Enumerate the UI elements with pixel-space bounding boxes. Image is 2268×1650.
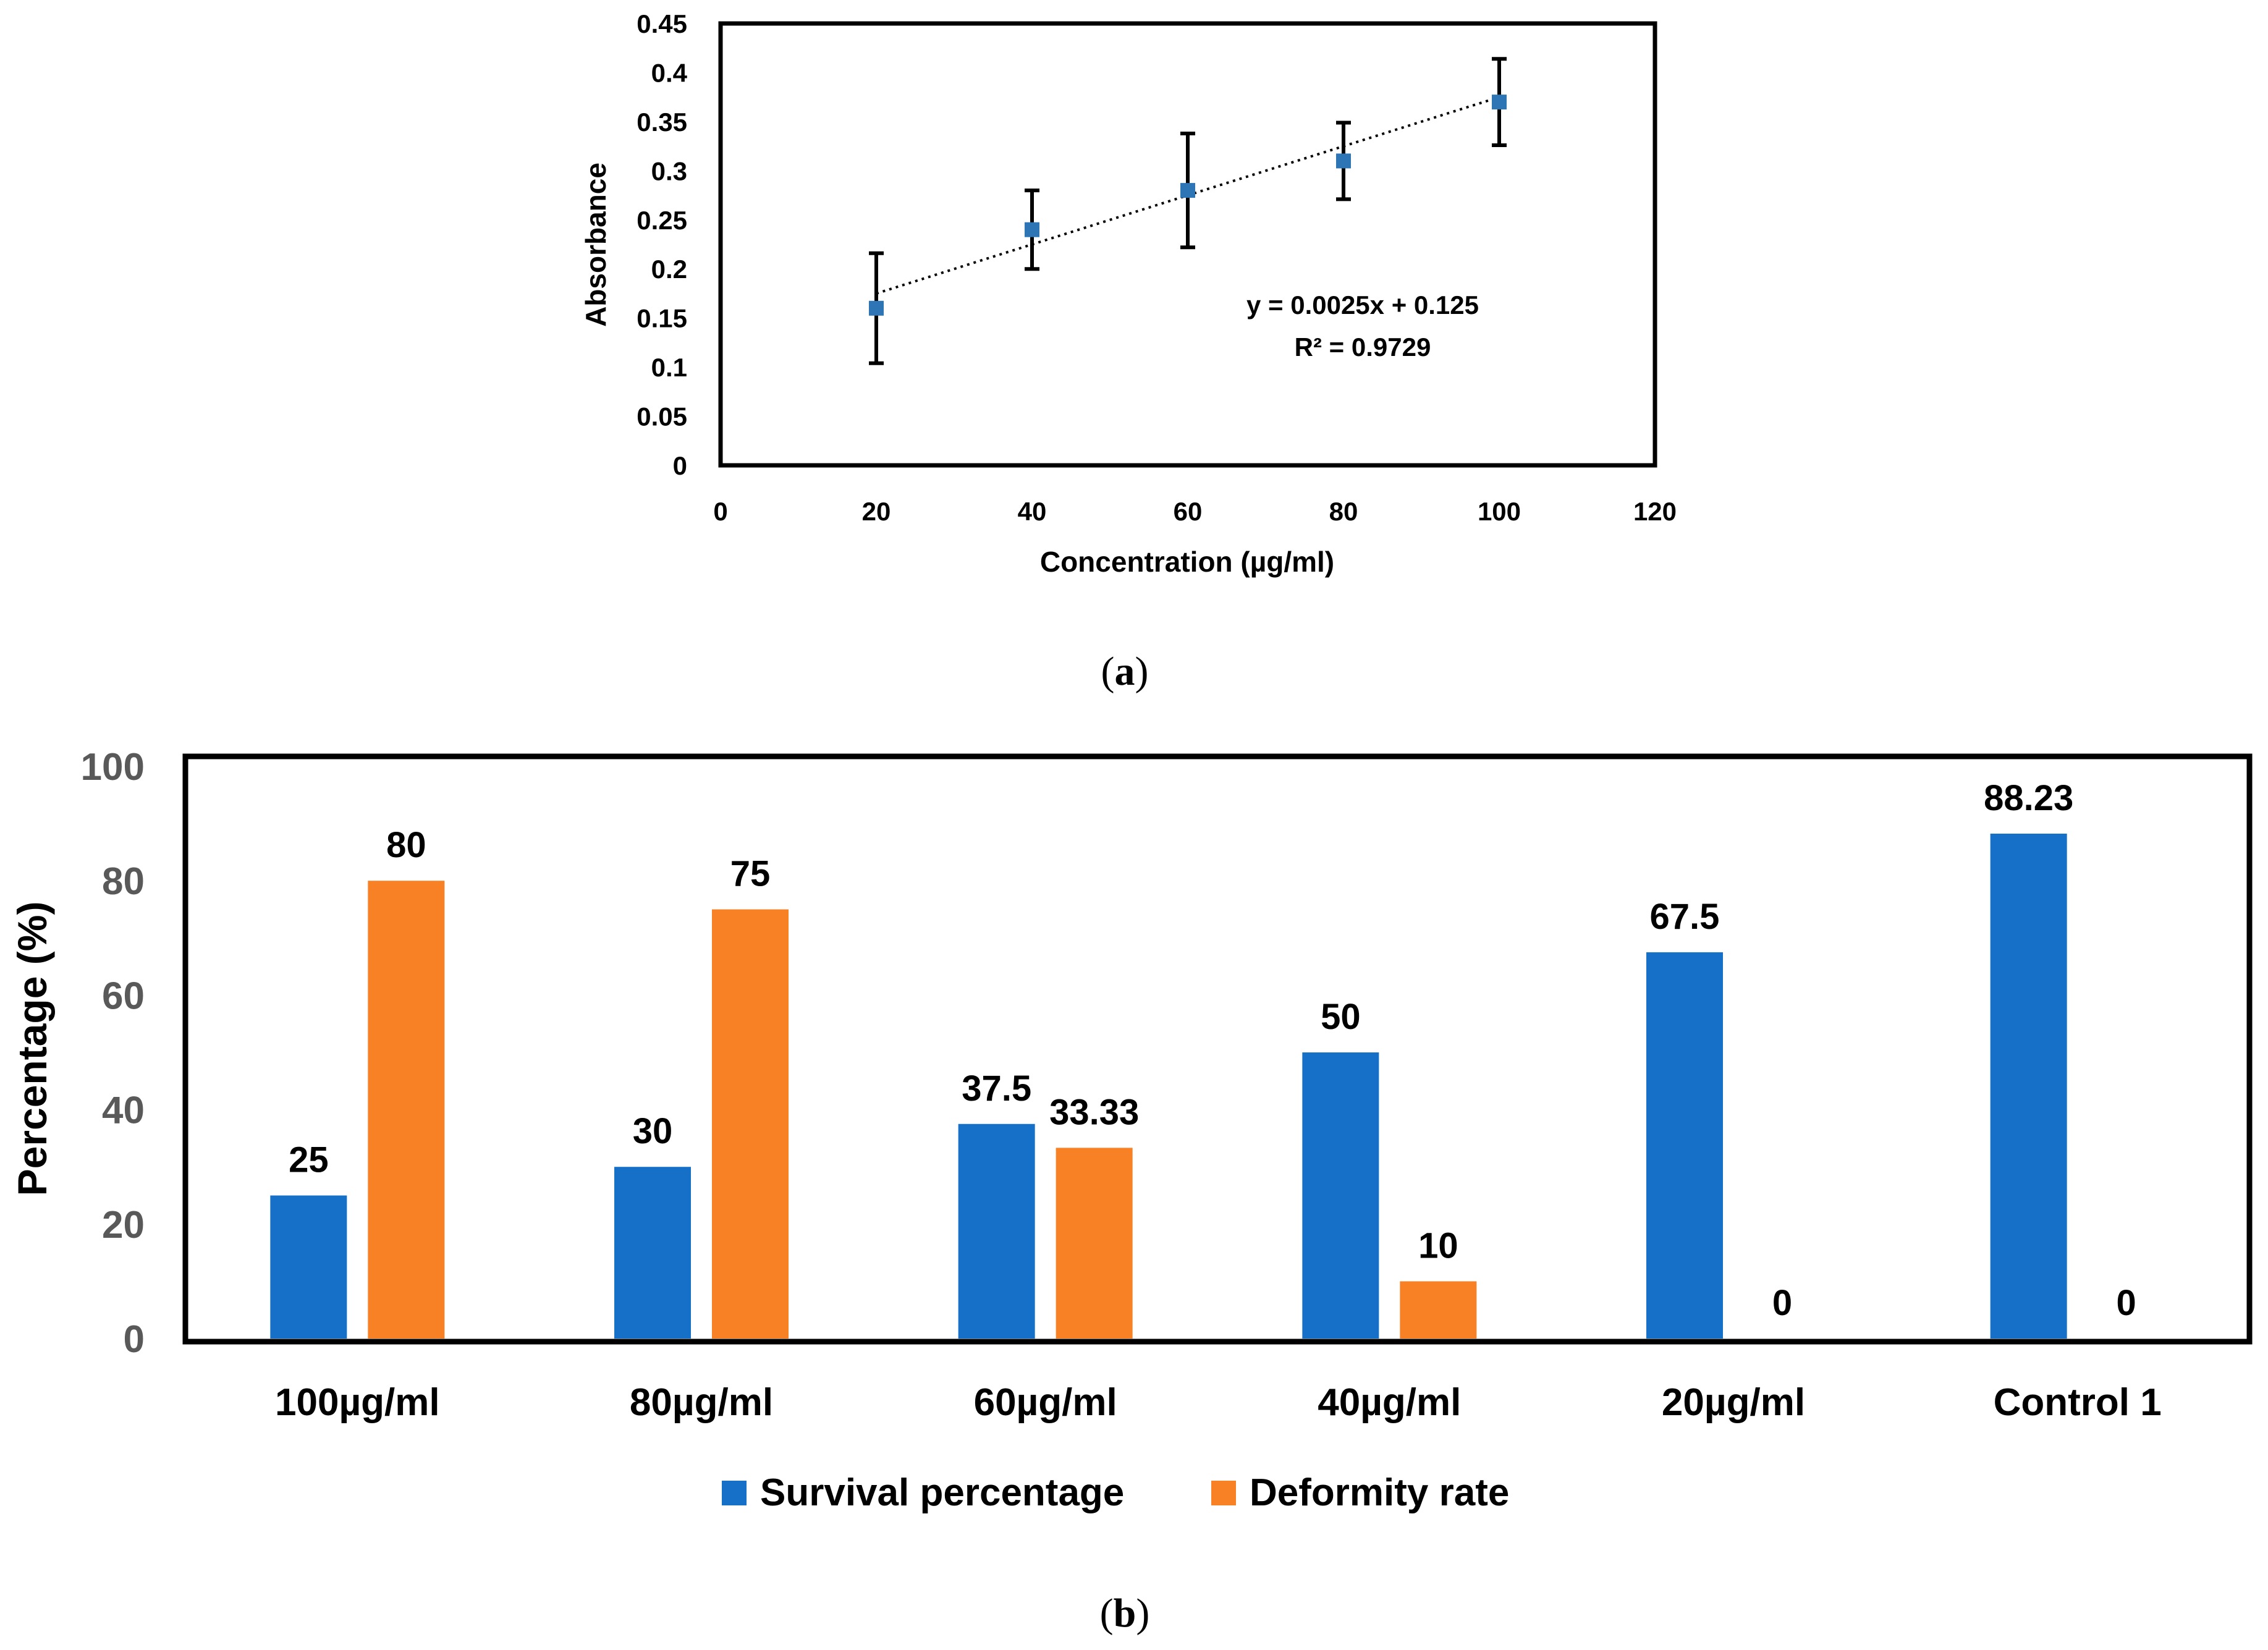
y-tick-label: 0.2 — [651, 255, 687, 284]
x-ticks-a: 0 20 40 60 80 100 120 — [713, 497, 1677, 526]
legend-label-survival: Survival percentage — [760, 1471, 1124, 1514]
bar-value-label: 67.5 — [1650, 897, 1720, 937]
bar-value-label: 10 — [1418, 1225, 1458, 1266]
data-point — [1492, 95, 1507, 110]
survival-bar — [270, 1195, 347, 1339]
data-point — [1336, 153, 1351, 169]
x-tick-label: 20 — [862, 497, 891, 526]
deformity-bar — [1400, 1281, 1477, 1339]
bar-value-label: 80 — [386, 825, 426, 865]
data-point — [1025, 222, 1039, 237]
deformity-bar — [1056, 1148, 1133, 1339]
data-points — [869, 95, 1507, 316]
x-axis-label-a: Concentration (µg/ml) — [1040, 546, 1334, 578]
y-axis-label-a: Absorbance — [580, 163, 612, 327]
y-tick-label: 0.35 — [637, 108, 687, 137]
bar-value-label: 30 — [633, 1111, 673, 1151]
r-squared-annotation: R² = 0.9729 — [1295, 332, 1431, 362]
survival-bar — [1646, 952, 1723, 1339]
survival-bar — [958, 1123, 1035, 1339]
y-axis-label-b: Percentage (%) — [9, 902, 55, 1196]
x-tick-label: 60 — [1174, 497, 1203, 526]
plot-frame-a — [718, 21, 1657, 468]
y-tick-label: 0.1 — [651, 353, 687, 382]
deformity-bar — [712, 909, 789, 1339]
y-tick-label: 0.4 — [651, 58, 688, 87]
y-tick-label: 80 — [102, 860, 145, 903]
x-tick-label: 80 — [1329, 497, 1358, 526]
panel-label-b: (b) — [1100, 1591, 1150, 1636]
y-tick-label: 0.3 — [651, 156, 687, 185]
y-tick-label: 0 — [124, 1318, 145, 1361]
y-ticks-a: 0 0.05 0.1 0.15 0.2 0.25 0.3 0.35 0.4 0.45 — [637, 9, 687, 480]
category-label: 60µg/ml — [974, 1381, 1117, 1424]
y-tick-label: 100 — [81, 746, 145, 789]
bar-value-label: 88.23 — [1984, 778, 2073, 818]
y-tick-label: 20 — [102, 1204, 145, 1246]
bar-value-label: 50 — [1321, 997, 1361, 1037]
bar-value-labels: 25 80 30 75 37.5 33.33 50 10 67.5 0 88.23 0 — [289, 778, 2136, 1323]
data-point — [1180, 183, 1195, 198]
x-tick-label: 40 — [1018, 497, 1047, 526]
y-tick-label: 0.45 — [637, 9, 687, 38]
y-tick-label: 40 — [102, 1089, 145, 1132]
x-tick-label: 120 — [1633, 497, 1677, 526]
category-label: 20µg/ml — [1662, 1381, 1805, 1424]
bar-value-label: 75 — [730, 854, 771, 894]
x-tick-label: 100 — [1478, 497, 1521, 526]
y-tick-label: 0.15 — [637, 304, 687, 333]
bar-value-label: 0 — [1772, 1283, 1792, 1323]
bar-chart-panel-b: 0 20 40 60 80 100 25 80 30 75 37.5 33.33 50 10 67.5 0 8… — [9, 746, 2253, 1636]
legend-swatch-deformity — [1211, 1481, 1236, 1505]
equation-annotation: y = 0.0025x + 0.125 — [1246, 290, 1479, 319]
bar-value-label: 37.5 — [962, 1068, 1031, 1109]
bars — [270, 833, 2067, 1339]
deformity-bar — [368, 881, 445, 1339]
survival-bar — [1990, 833, 2067, 1339]
bar-value-label: 0 — [2117, 1283, 2136, 1323]
category-label: 40µg/ml — [1318, 1381, 1461, 1424]
x-tick-label: 0 — [713, 497, 727, 526]
category-labels: 100µg/ml 80µg/ml 60µg/ml 40µg/ml 20µg/ml Cont… — [275, 1381, 2162, 1424]
y-ticks-b: 0 20 40 60 80 100 — [81, 746, 145, 1361]
survival-bar — [1302, 1052, 1379, 1339]
survival-bar — [614, 1167, 691, 1339]
y-tick-label: 0 — [673, 451, 687, 480]
category-label: 100µg/ml — [275, 1381, 440, 1424]
category-label: 80µg/ml — [630, 1381, 773, 1424]
category-label: Control 1 — [1994, 1381, 2162, 1424]
error-bars — [869, 57, 1507, 365]
panel-label-a: (a) — [1101, 649, 1149, 694]
bar-value-label: 33.33 — [1049, 1092, 1139, 1132]
scatter-chart-panel-a: 0 0.05 0.1 0.15 0.2 0.25 0.3 0.35 0.4 0.45 0 20 40 6… — [580, 9, 1677, 694]
y-tick-label: 0.25 — [637, 206, 687, 235]
y-tick-label: 0.05 — [637, 402, 687, 431]
plot-frame-b — [182, 753, 2253, 1345]
y-tick-label: 60 — [102, 975, 145, 1017]
bar-value-label: 25 — [289, 1140, 329, 1180]
legend: Survival percentage Deformity rate — [722, 1471, 1509, 1514]
legend-label-deformity: Deformity rate — [1250, 1471, 1509, 1514]
legend-swatch-survival — [722, 1481, 747, 1505]
data-point — [869, 300, 884, 316]
